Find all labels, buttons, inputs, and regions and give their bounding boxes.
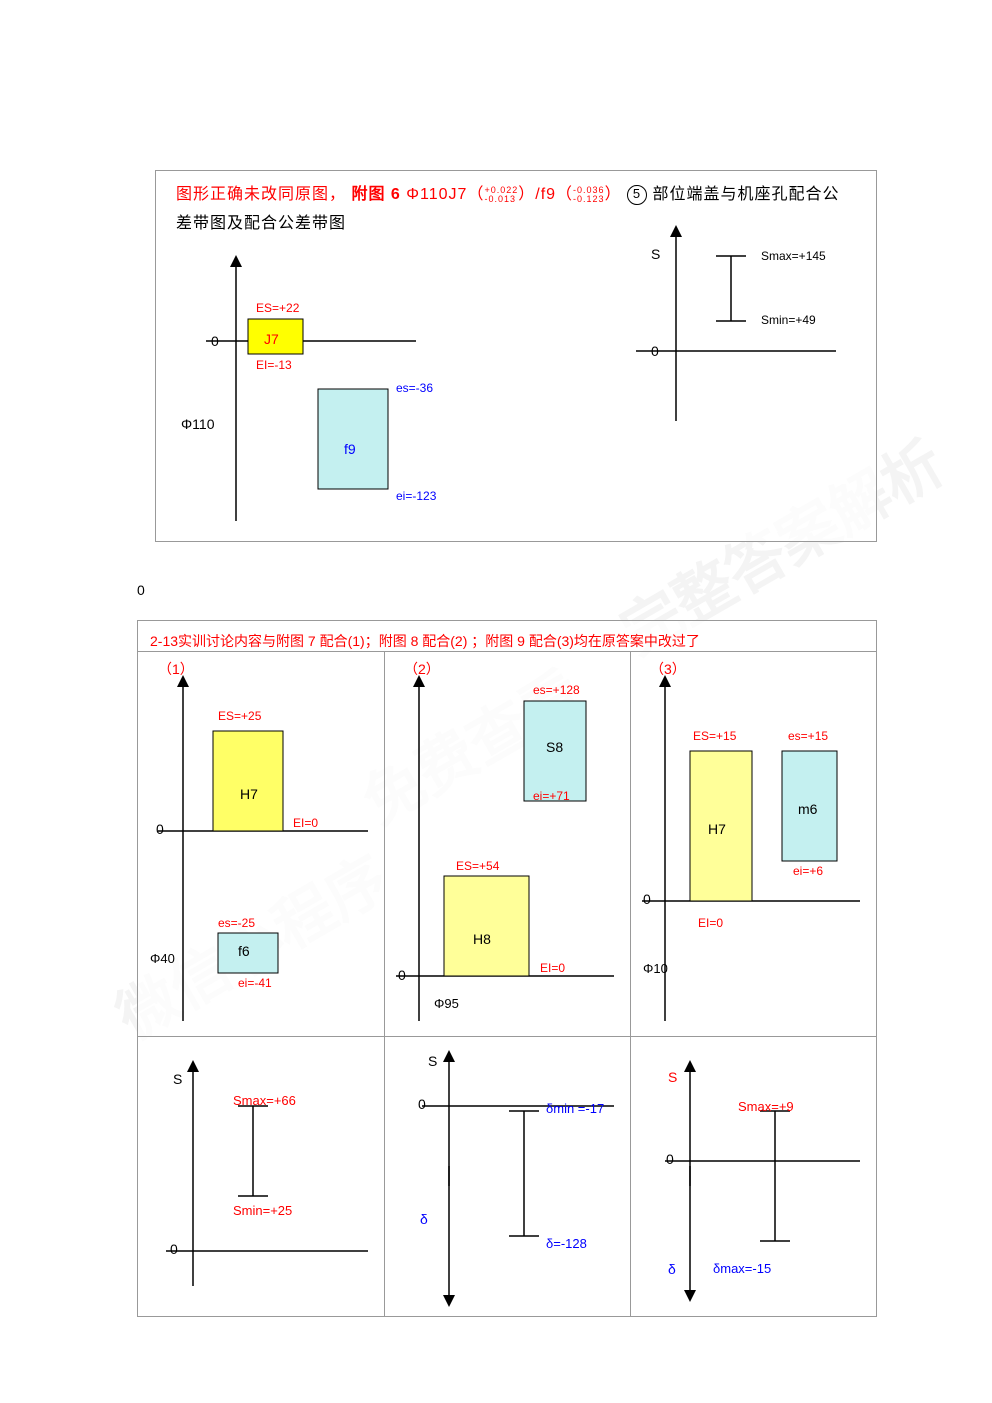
zero-label: 0	[398, 967, 406, 983]
ei-label: EI=0	[698, 916, 723, 930]
delta-max-label: δmax=-15	[713, 1261, 771, 1276]
title-figure-ref: 附图 6	[351, 186, 400, 203]
zero-label: 0	[643, 891, 651, 907]
s8-label: S8	[546, 739, 563, 755]
smax-label: Smax=+9	[738, 1099, 794, 1114]
f9-box-label: f9	[344, 441, 356, 457]
s-axis-label: S	[651, 246, 660, 262]
circle-number: 5	[627, 185, 647, 205]
phi-label: Φ95	[434, 996, 459, 1011]
f6-ei-label: ei=-41	[238, 976, 272, 990]
h8-label: H8	[473, 931, 491, 947]
diagram-1-container: 图形正确未改同原图， 附图 6 Φ110J7（+0.022-0.013）/f9（…	[155, 170, 877, 542]
h8-es-label: ES=+54	[456, 859, 499, 873]
f6-label: f6	[238, 943, 250, 959]
es-label: ES=+22	[256, 301, 299, 315]
phi-label: Φ40	[150, 951, 175, 966]
zero-label: 0	[211, 333, 219, 349]
f9-tolerance: -0.036-0.123	[573, 186, 605, 204]
zero-label: 0	[156, 821, 164, 837]
f6-es-label: es=-25	[218, 916, 255, 930]
h7-es-label: ES=+15	[693, 729, 736, 743]
diagram-2-container: 2-13实训讨论内容与附图 7 配合(1)；附图 8 配合(2) ；附图 9 配…	[137, 620, 877, 1317]
spec-mid: ）/f9（	[518, 186, 573, 203]
tolerance-diagram-left	[166, 241, 526, 531]
h8-ei-label: EI=0	[540, 961, 565, 975]
ei-label: EI=0	[293, 816, 318, 830]
zero-label: 0	[418, 1096, 426, 1112]
s-axis-label: S	[173, 1071, 182, 1087]
zero-marker: 0	[137, 582, 145, 598]
smax-label: Smax=+66	[233, 1093, 296, 1108]
title-line2: 差带图及配合公差带图	[176, 215, 346, 232]
spec-end: ）	[605, 186, 622, 203]
delta-val-label: δ=-128	[546, 1236, 587, 1251]
s-axis-label: S	[668, 1069, 677, 1085]
phi-label: Φ110	[181, 416, 215, 432]
phi-spec: Φ110J7（	[406, 186, 484, 203]
f9-ei-label: ei=-123	[396, 489, 436, 503]
f9-es-label: es=-36	[396, 381, 433, 395]
delta-label: δ	[420, 1211, 428, 1227]
cell3-chart	[630, 651, 876, 1036]
s8-es-label: es=+128	[533, 683, 580, 697]
j7-tolerance: +0.022-0.013	[484, 186, 518, 204]
zero-label-right: 0	[651, 343, 659, 359]
smax-label: Smax=+145	[761, 249, 826, 263]
title-suffix: 部位端盖与机座孔配合公	[653, 186, 840, 203]
h7-label: H7	[240, 786, 258, 802]
zero-label: 0	[170, 1241, 178, 1257]
s-axis-label: S	[428, 1053, 437, 1069]
zero-label: 0	[666, 1151, 674, 1167]
h7-label: H7	[708, 821, 726, 837]
delta-label: δ	[668, 1261, 676, 1277]
cell5-chart	[384, 1036, 630, 1316]
delta-min-label: δmin =-17	[546, 1101, 604, 1116]
s8-ei-label: ei=+71	[533, 789, 570, 803]
j7-box-label: J7	[264, 331, 279, 347]
cell2-chart	[384, 651, 630, 1036]
es-label: ES=+25	[218, 709, 261, 723]
phi-label: Φ10	[643, 961, 668, 976]
smin-label: Smin=+25	[233, 1203, 292, 1218]
title-prefix: 图形正确未改同原图，	[176, 186, 346, 203]
smin-label: Smin=+49	[761, 313, 816, 327]
ei-label: EI=-13	[256, 358, 292, 372]
m6-es-label: es=+15	[788, 729, 828, 743]
m6-ei-label: ei=+6	[793, 864, 823, 878]
m6-label: m6	[798, 801, 817, 817]
